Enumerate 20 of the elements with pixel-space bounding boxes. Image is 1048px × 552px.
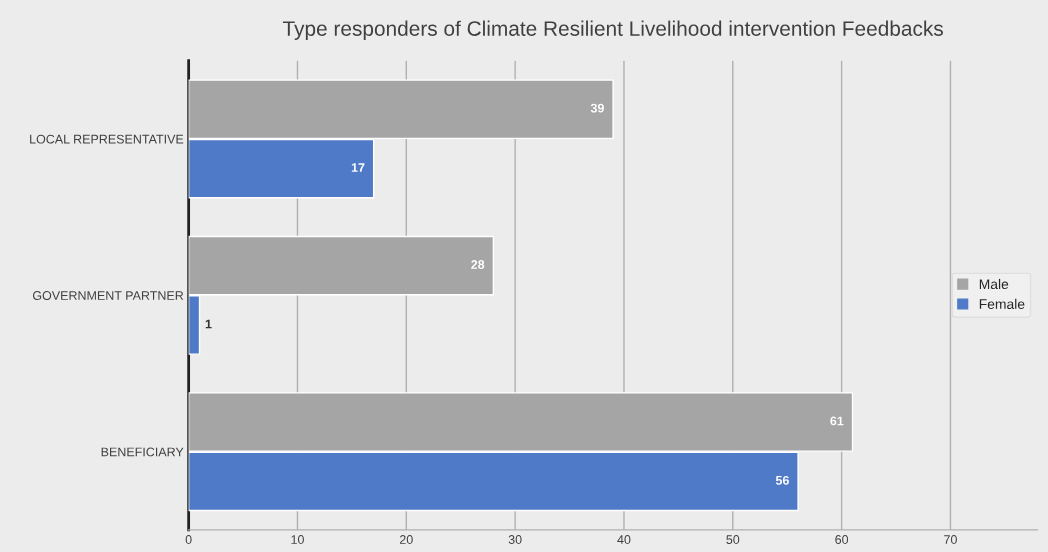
legend-label: Male xyxy=(979,278,1009,290)
x-tick-label: 0 xyxy=(185,535,192,544)
x-tick-label: 10 xyxy=(291,535,304,544)
x-tick-label: 70 xyxy=(944,535,957,544)
chart-title: Type responders of Climate Resilient Livelihood intervention Feedbacks xyxy=(282,20,943,41)
x-tick-label: 50 xyxy=(726,535,740,544)
data-label: 56 xyxy=(775,475,789,485)
x-tick-label: 30 xyxy=(508,535,522,544)
data-label: 61 xyxy=(830,416,844,426)
x-tick-label: 40 xyxy=(617,535,631,544)
data-label: 28 xyxy=(471,260,485,269)
y-tick-label: BENEFICIARY xyxy=(101,447,184,457)
y-tick-label: GOVERNMENT PARTNER xyxy=(32,291,184,300)
legend-label: Female xyxy=(979,298,1025,309)
data-label: 17 xyxy=(351,163,365,172)
x-tick-label: 20 xyxy=(399,535,413,544)
y-tick-label: LOCAL REPRESENTATIVE xyxy=(30,134,184,144)
data-label: 1 xyxy=(205,319,212,329)
data-label: 39 xyxy=(590,103,604,113)
x-tick-label: 60 xyxy=(835,535,849,544)
